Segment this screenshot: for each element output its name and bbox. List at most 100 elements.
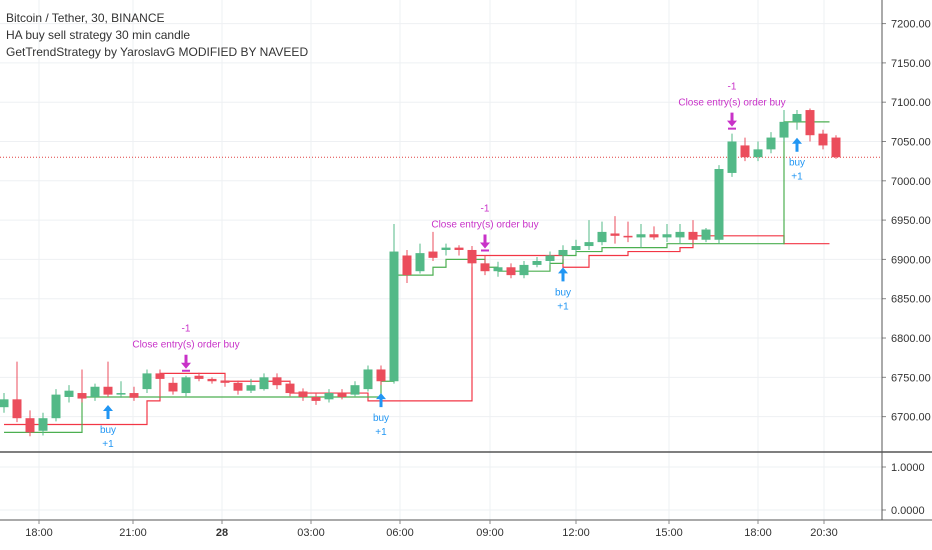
buy-arrow-icon (558, 267, 568, 282)
candle-body (467, 249, 477, 264)
candle-body (818, 133, 828, 146)
close-signal: Close entry(s) order buy -1 (678, 82, 786, 130)
candle-body (571, 246, 581, 250)
indicator-title[interactable]: HA buy sell strategy 30 min candle (6, 28, 191, 42)
y-tick-label: 7200.00 (891, 19, 931, 31)
candle (441, 243, 451, 256)
candle (324, 389, 334, 403)
close-arrow-icon (480, 234, 490, 249)
candle-body (805, 110, 815, 136)
candle (740, 137, 750, 162)
candle (636, 224, 646, 248)
candle-body (324, 393, 334, 400)
candle (142, 369, 152, 394)
candle (194, 372, 204, 382)
candle (350, 381, 360, 397)
candle (90, 383, 100, 401)
candle-body (688, 231, 698, 240)
x-tick-label: 21:00 (119, 527, 147, 539)
strategy-title[interactable]: GetTrendStrategy by YaroslavG MODIFIED B… (6, 45, 309, 59)
candle-body (363, 369, 373, 390)
candle (298, 388, 308, 401)
candle-body (519, 264, 529, 276)
candle-body (792, 113, 802, 122)
candle (168, 377, 178, 395)
signal-markers: buy +1 Close entry(s) order buy -1 buy +1 Clos… (100, 82, 805, 450)
candle-body (64, 390, 74, 397)
candle (649, 226, 659, 240)
close-qty-label: -1 (182, 324, 191, 335)
candle-body (558, 249, 568, 256)
x-tick-label: 28 (216, 527, 228, 539)
candle-body (714, 169, 724, 240)
x-tick-label: 15:00 (655, 527, 683, 539)
close-bar-icon (728, 127, 736, 130)
buy-signal: buy +1 (555, 267, 571, 312)
y-tick-label: 6800.00 (891, 333, 931, 345)
candle (389, 224, 399, 384)
symbol-title[interactable]: Bitcoin / Tether, 30, BINANCE (6, 11, 165, 25)
y-tick-label: 6950.00 (891, 215, 931, 227)
candle-body (649, 234, 659, 238)
x-tick-label: 06:00 (386, 527, 414, 539)
candle (233, 380, 243, 395)
candle (545, 251, 555, 265)
candle-body (831, 137, 841, 158)
candle-body (636, 234, 646, 238)
close-qty-label: -1 (728, 82, 737, 93)
candle-body (311, 396, 321, 401)
candle-body (77, 393, 87, 399)
candle (220, 377, 230, 387)
lower-y-tick-label: 0.0000 (891, 505, 925, 517)
buy-arrow-icon (376, 393, 386, 408)
candle (376, 365, 386, 386)
buy-signal: buy +1 (100, 404, 116, 450)
candle-body (272, 377, 282, 386)
candle (701, 227, 711, 243)
buy-qty-label: +1 (375, 427, 387, 438)
candle-body (129, 393, 139, 398)
candles (0, 108, 841, 437)
buy-label: buy (373, 413, 389, 424)
candle-body (402, 255, 412, 276)
candle (402, 249, 412, 283)
candle-body (51, 394, 61, 419)
close-qty-label: -1 (481, 203, 490, 214)
candle (831, 135, 841, 159)
candle (38, 412, 48, 436)
candle-body (233, 382, 243, 391)
candle (116, 381, 126, 398)
close-order-label: Close entry(s) order buy (132, 340, 239, 351)
candle-body (168, 382, 178, 392)
candle-body (0, 399, 9, 408)
candle-body (103, 386, 113, 395)
candle-body (753, 149, 763, 158)
candle-body (701, 229, 711, 240)
candle-body (38, 418, 48, 431)
buy-qty-label: +1 (102, 439, 114, 450)
x-tick-label: 12:00 (562, 527, 590, 539)
candle (493, 261, 503, 277)
candle-body (623, 235, 633, 238)
y-tick-label: 6700.00 (891, 412, 931, 424)
candle-body (142, 373, 152, 390)
buy-signal: buy +1 (373, 393, 389, 438)
x-tick-label: 20:30 (810, 527, 838, 539)
buy-qty-label: +1 (557, 301, 569, 312)
candle (623, 221, 633, 243)
candle-body (181, 377, 191, 394)
candle (181, 375, 191, 397)
candle-body (779, 121, 789, 138)
candle-body (662, 234, 672, 238)
indicator-lines (4, 121, 830, 433)
candle (25, 410, 35, 437)
close-arrow-icon (727, 112, 737, 127)
candle (818, 129, 828, 150)
candle-body (597, 231, 607, 243)
candle-body (194, 375, 204, 379)
lower-y-tick-label: 1.0000 (891, 462, 925, 474)
buy-label: buy (789, 158, 805, 169)
candle (714, 165, 724, 244)
